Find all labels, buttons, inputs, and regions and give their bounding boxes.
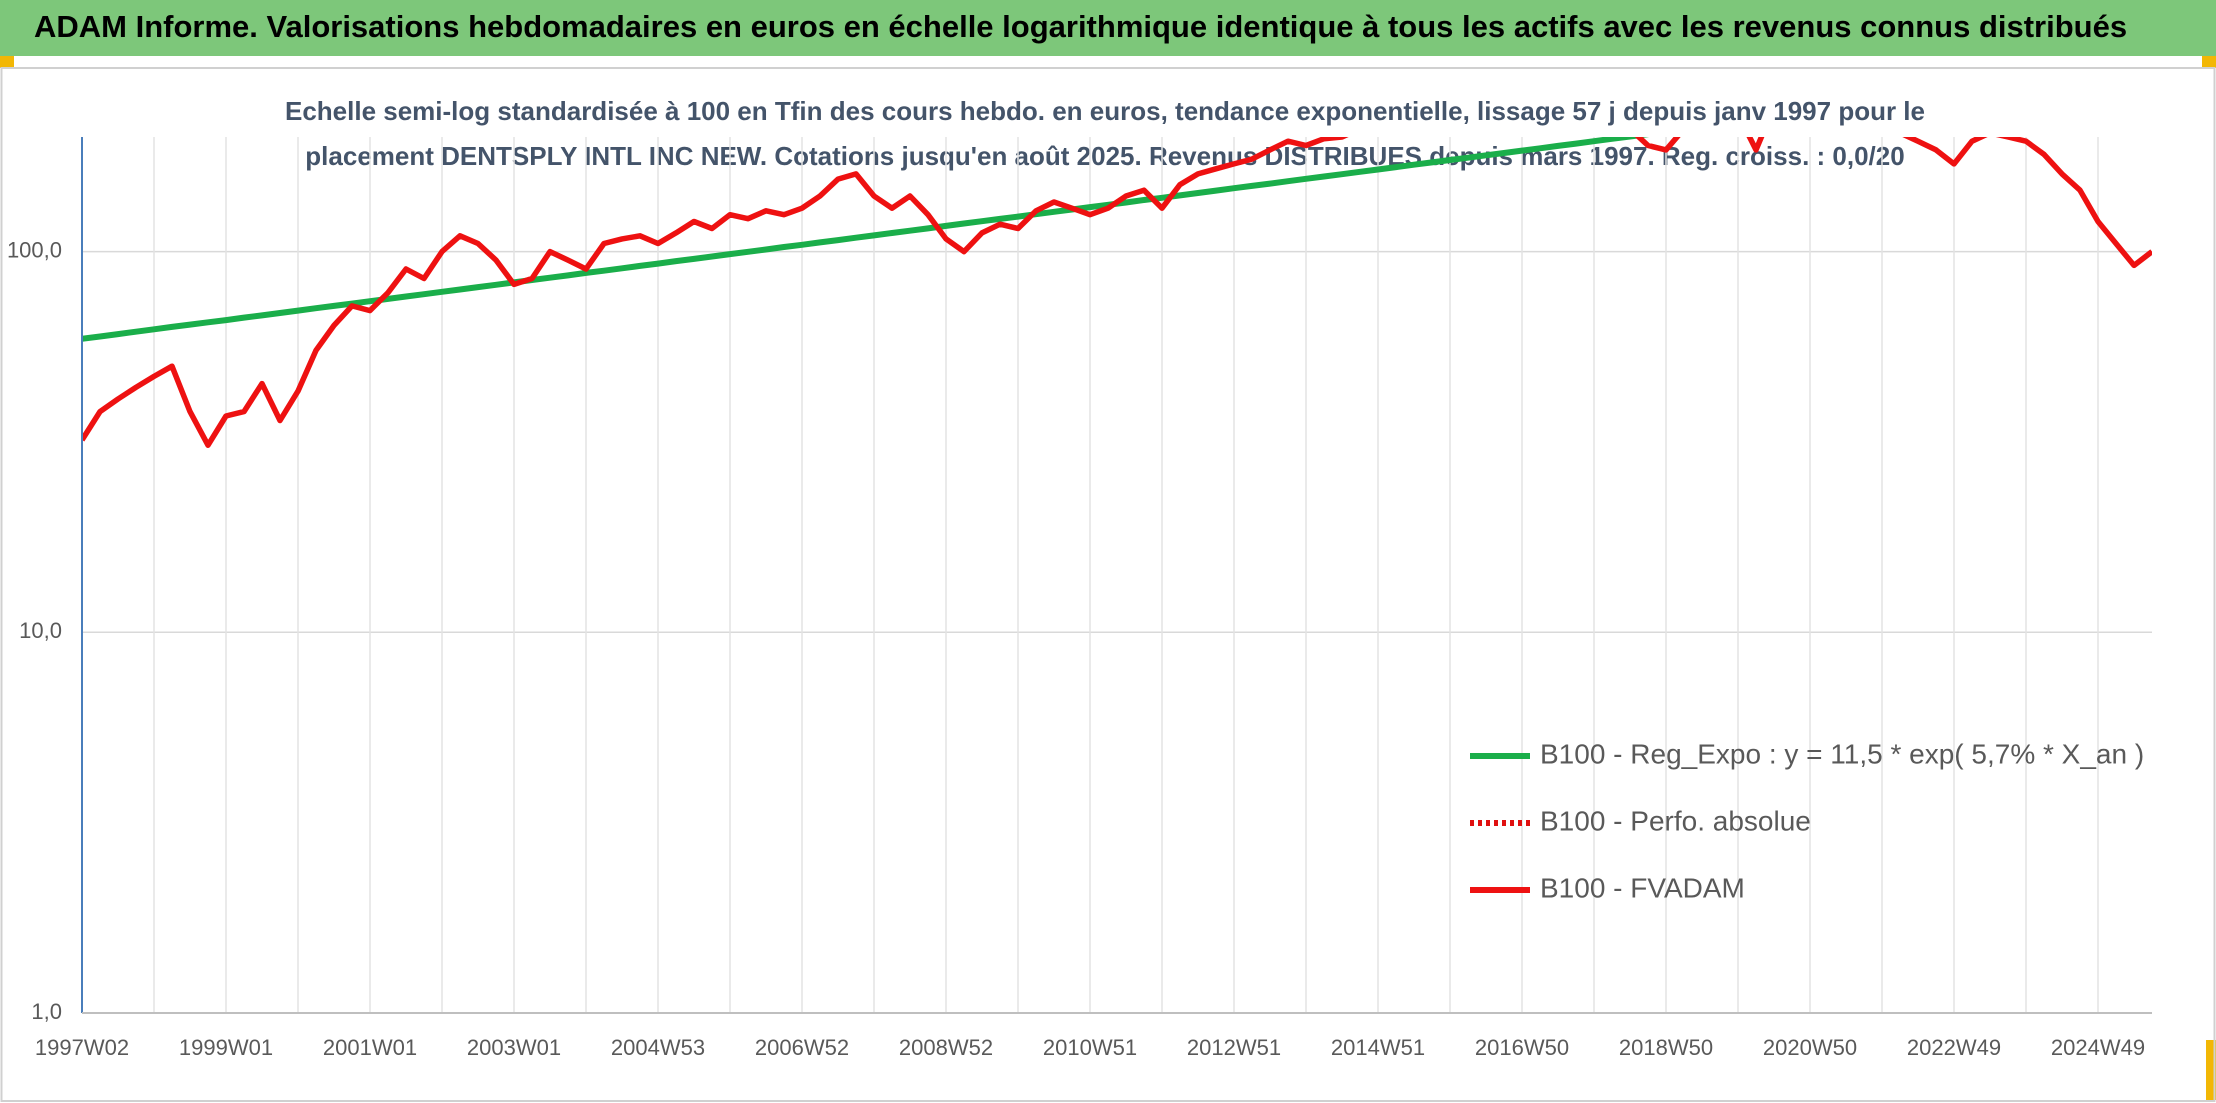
y-tick-label: 1,0 [31,999,62,1024]
grid [82,137,2152,1014]
x-tick-label: 2006W52 [755,1035,849,1060]
x-tick-label: 2012W51 [1187,1035,1281,1060]
chart-title: ADAM Informe. Valorisations hebdomadaire… [34,9,2127,44]
x-tick-label: 2022W49 [1907,1035,2001,1060]
data-line [82,137,2152,448]
legend-label: B100 - Perfo. absolue [1540,805,1811,836]
title-bar [0,0,2216,56]
corner-mark [2202,56,2216,68]
legend-label: B100 - Reg_Expo : y = 11,5 * exp( 5,7% *… [1540,738,2144,769]
x-tick-label: 2001W01 [323,1035,417,1060]
corner-mark [2206,1040,2216,1100]
x-tick-label: 2008W52 [899,1035,993,1060]
chart-subtitle: placement DENTSPLY INTL INC NEW. Cotatio… [305,141,1904,171]
x-tick-label: 2003W01 [467,1035,561,1060]
x-tick-label: 2014W51 [1331,1035,1425,1060]
x-tick-label: 2024W49 [2051,1035,2145,1060]
chart-subtitle: Echelle semi-log standardisée à 100 en T… [285,96,1925,126]
plot-area [82,137,2152,448]
legend: B100 - Reg_Expo : y = 11,5 * exp( 5,7% *… [1470,738,2144,903]
x-tick-label: 2016W50 [1475,1035,1569,1060]
corner-mark [0,56,14,68]
chart-frame [0,67,2216,1102]
x-tick-label: 1999W01 [179,1035,273,1060]
x-tick-label: 2020W50 [1763,1035,1857,1060]
x-tick-label: 2004W53 [611,1035,705,1060]
x-tick-label: 2010W51 [1043,1035,1137,1060]
y-tick-label: 100,0 [7,237,62,262]
x-tick-label: 2018W50 [1619,1035,1713,1060]
legend-label: B100 - FVADAM [1540,872,1745,903]
y-tick-label: 10,0 [19,618,62,643]
x-tick-label: 1997W02 [35,1035,129,1060]
axes: 1,0 10,0 100,0 1997W02 1999W01 2001W01 2003W01… [7,137,2152,1060]
